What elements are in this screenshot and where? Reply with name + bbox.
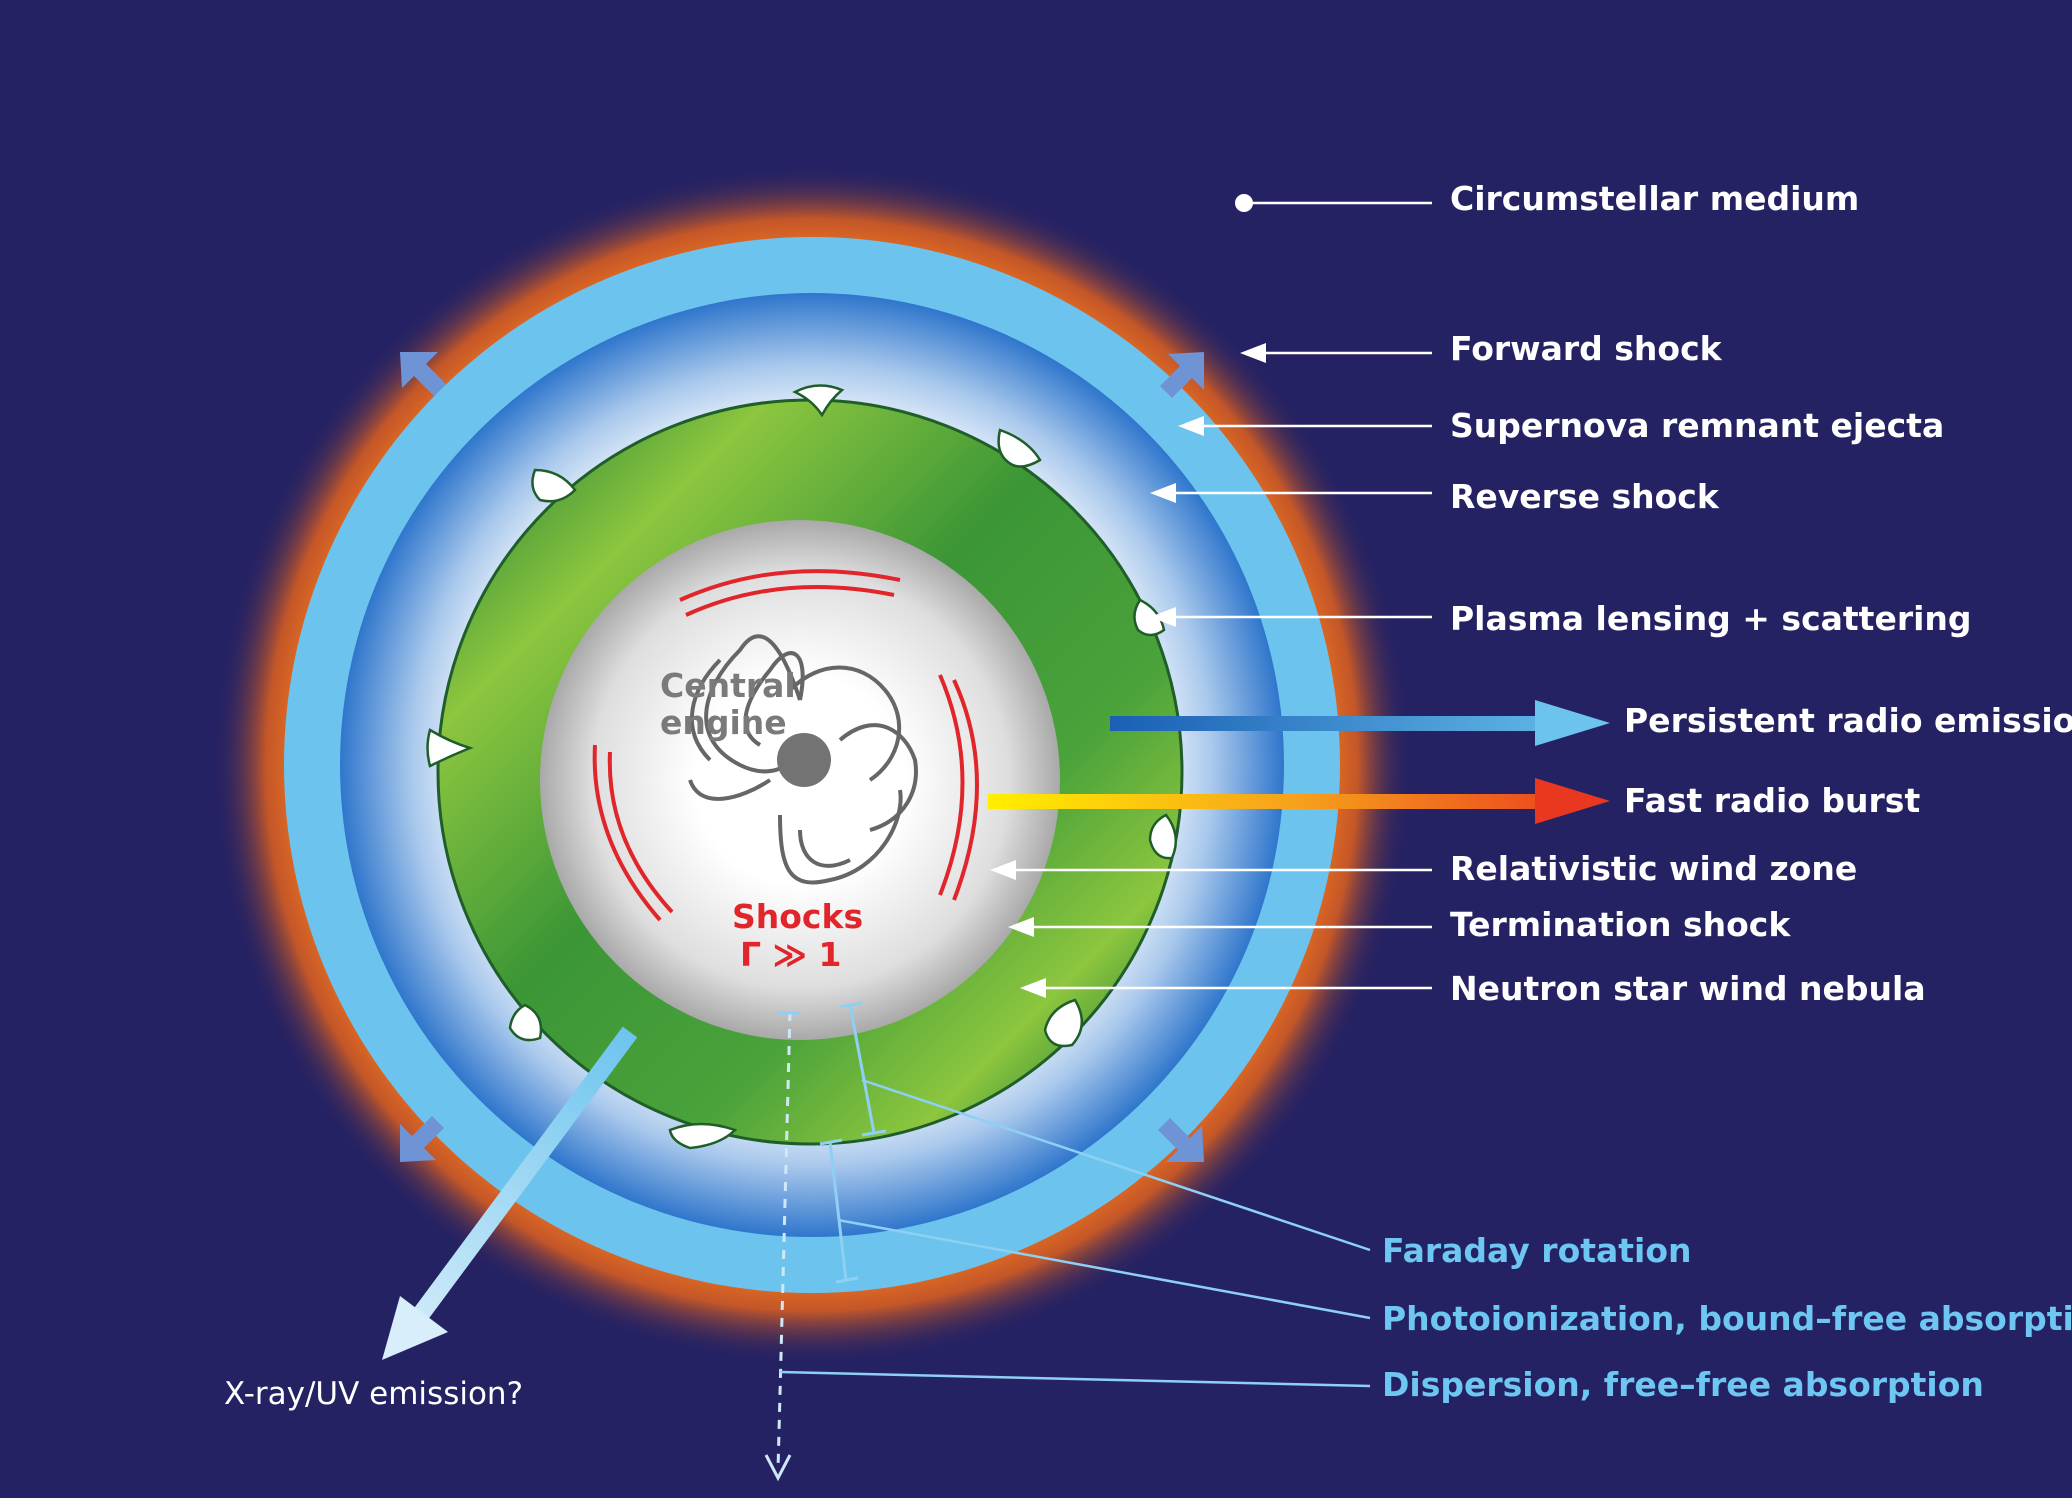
label-supernova-remnant-ejecta: Supernova remnant ejecta: [1450, 406, 1944, 445]
label-faraday-rotation: Faraday rotation: [1382, 1231, 1692, 1270]
gamma-label: Γ ≫ 1: [740, 935, 842, 974]
label-dispersion: Dispersion, free–free absorption: [1382, 1365, 1984, 1404]
label-plasma-lensing: Plasma lensing + scattering: [1450, 599, 1972, 638]
expansion-arrow-lower-left: [400, 1116, 444, 1162]
leader-lines-bottom: [779, 1078, 1371, 1388]
expansion-arrow-lower-right: [1158, 1118, 1204, 1162]
label-relativistic-wind-zone: Relativistic wind zone: [1450, 849, 1857, 888]
plasma-blobs: [426, 384, 1178, 1150]
label-neutron-star-wind-nebula: Neutron star wind nebula: [1450, 969, 1926, 1008]
label-termination-shock: Termination shock: [1450, 905, 1791, 944]
shocks-label: Shocks: [732, 897, 863, 936]
label-fast-radio-burst: Fast radio burst: [1624, 781, 1920, 820]
central-engine-label-1: Central: [660, 666, 796, 705]
label-xray-uv-emission: X-ray/UV emission?: [224, 1376, 523, 1412]
measurement-brackets: [778, 1001, 887, 1284]
label-photoionization: Photoionization, bound–free absorption: [1382, 1299, 2072, 1338]
xray-arrow: [382, 1026, 638, 1360]
frb-arrow: [988, 778, 1610, 824]
expansion-arrow-upper-left: [400, 352, 446, 396]
leader-lines-right: [990, 194, 1432, 998]
persistent-radio-arrow: [1110, 700, 1610, 746]
magnetic-field-lines: [688, 634, 918, 885]
neutron-star: [777, 733, 831, 787]
expansion-arrows: [400, 352, 1204, 1162]
label-reverse-shock: Reverse shock: [1450, 477, 1720, 516]
shock-arcs: [592, 569, 979, 922]
label-forward-shock: Forward shock: [1450, 329, 1723, 368]
label-circumstellar-medium: Circumstellar medium: [1450, 179, 1859, 218]
central-engine-label-2: engine: [660, 703, 787, 742]
csm-dot: [1235, 194, 1253, 212]
label-persistent-radio-emission: Persistent radio emission: [1624, 701, 2072, 740]
expansion-arrow-upper-right: [1160, 352, 1204, 398]
propagation-line: [764, 1011, 792, 1482]
